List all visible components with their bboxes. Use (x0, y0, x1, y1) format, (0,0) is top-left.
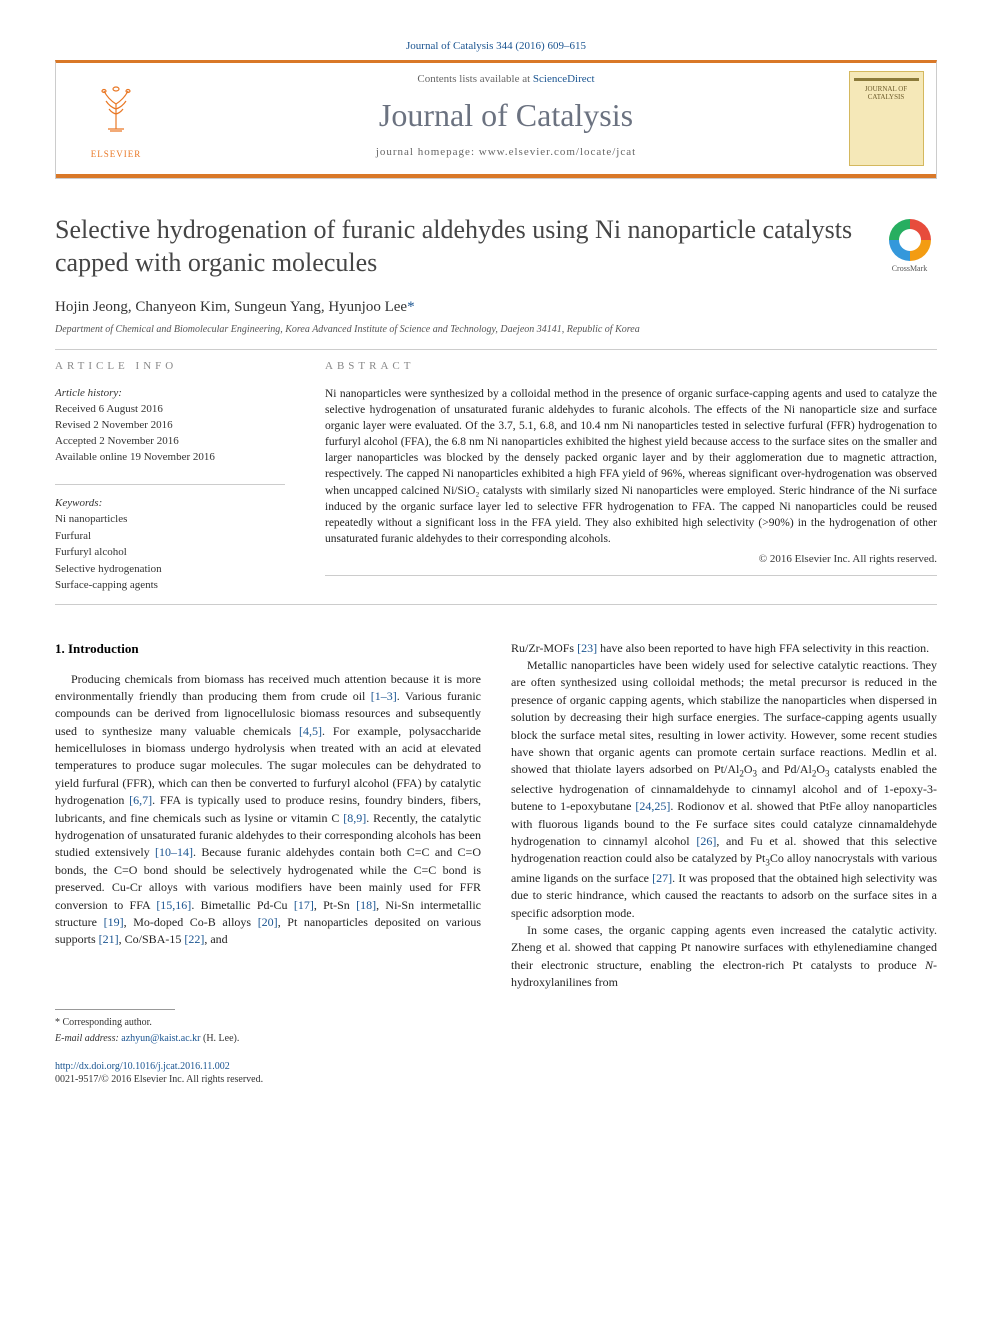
keyword: Selective hydrogenation (55, 563, 162, 575)
homepage-prefix: journal homepage: (376, 146, 479, 158)
ref-link[interactable]: [24,25] (635, 799, 670, 813)
keyword: Ni nanoparticles (55, 513, 127, 525)
publisher-name: ELSEVIER (91, 149, 142, 159)
article-title: Selective hydrogenation of furanic aldeh… (55, 214, 862, 279)
issn-copyright: 0021-9517/© 2016 Elsevier Inc. All right… (55, 1074, 937, 1085)
keyword: Surface-capping agents (55, 579, 158, 591)
contents-list-line: Contents lists available at ScienceDirec… (176, 73, 836, 85)
affiliation: Department of Chemical and Biomolecular … (55, 324, 937, 335)
article-history: Article history: Received 6 August 2016 … (55, 386, 285, 466)
journal-title: Journal of Catalysis (176, 97, 836, 134)
homepage-url[interactable]: www.elsevier.com/locate/jcat (479, 146, 636, 158)
elsevier-tree-icon (86, 79, 146, 147)
journal-homepage: journal homepage: www.elsevier.com/locat… (176, 146, 836, 158)
ref-link[interactable]: [23] (577, 641, 597, 655)
ref-link[interactable]: [21] (99, 932, 119, 946)
body-paragraph: Producing chemicals from biomass has rec… (55, 671, 481, 949)
crossmark-icon (889, 219, 931, 261)
body-column-right: Ru/Zr-MOFs [23] have also been reported … (511, 640, 937, 1047)
crossmark-badge[interactable]: CrossMark (882, 219, 937, 273)
ref-link[interactable]: [19] (104, 915, 124, 929)
divider (55, 604, 937, 605)
author-names: Hojin Jeong, Chanyeon Kim, Sungeun Yang,… (55, 299, 407, 315)
revised-date: Revised 2 November 2016 (55, 419, 173, 431)
email-link[interactable]: azhyun@kaist.ac.kr (121, 1033, 200, 1044)
ref-link[interactable]: [15,16] (156, 898, 191, 912)
cover-line2: CATALYSIS (868, 93, 904, 101)
keyword: Furfural (55, 530, 91, 542)
ref-link[interactable]: [6,7] (129, 793, 152, 807)
ref-link[interactable]: [26] (696, 834, 716, 848)
corresponding-mark: * (407, 299, 415, 315)
ref-link[interactable]: [18] (356, 898, 376, 912)
abstract-text: Ni nanoparticles were synthesized by a c… (325, 386, 937, 547)
keywords-block: Keywords: Ni nanoparticles Furfural Furf… (55, 495, 285, 594)
cover-line1: JOURNAL OF (865, 85, 907, 93)
divider (325, 575, 937, 576)
divider (55, 349, 937, 350)
keyword: Furfuryl alcohol (55, 546, 127, 558)
abstract-copyright: © 2016 Elsevier Inc. All rights reserved… (325, 553, 937, 565)
divider (55, 484, 285, 485)
article-info-label: ARTICLE INFO (55, 360, 285, 372)
ref-link[interactable]: [8,9] (343, 811, 366, 825)
journal-header: ELSEVIER Contents lists available at Sci… (55, 60, 937, 179)
body-paragraph: In some cases, the organic capping agent… (511, 922, 937, 992)
ref-link[interactable]: [17] (294, 898, 314, 912)
footer-separator (55, 1009, 175, 1010)
ref-link[interactable]: [20] (258, 915, 278, 929)
contents-prefix: Contents lists available at (417, 73, 532, 85)
online-date: Available online 19 November 2016 (55, 451, 215, 463)
corresponding-author: * Corresponding author. (55, 1016, 481, 1031)
keywords-label: Keywords: (55, 497, 102, 509)
history-label: Article history: (55, 387, 122, 399)
email-suffix: (H. Lee). (200, 1033, 239, 1044)
received-date: Received 6 August 2016 (55, 403, 163, 415)
ref-link[interactable]: [1–3] (371, 689, 397, 703)
body-paragraph: Ru/Zr-MOFs [23] have also been reported … (511, 640, 937, 657)
publisher-logo[interactable]: ELSEVIER (56, 63, 176, 174)
accepted-date: Accepted 2 November 2016 (55, 435, 179, 447)
ref-link[interactable]: [27] (652, 871, 672, 885)
ref-link[interactable]: [22] (184, 932, 204, 946)
citation[interactable]: Journal of Catalysis 344 (2016) 609–615 (55, 40, 937, 52)
doi-link[interactable]: http://dx.doi.org/10.1016/j.jcat.2016.11… (55, 1061, 937, 1072)
ref-link[interactable]: [4,5] (299, 724, 322, 738)
journal-cover-thumbnail[interactable]: JOURNAL OF CATALYSIS (849, 71, 924, 166)
corresponding-email: E-mail address: azhyun@kaist.ac.kr (H. L… (55, 1032, 481, 1047)
crossmark-label: CrossMark (882, 264, 937, 273)
body-column-left: 1. Introduction Producing chemicals from… (55, 640, 481, 1047)
email-label: E-mail address: (55, 1033, 121, 1044)
ref-link[interactable]: [10–14] (155, 845, 193, 859)
author-list: Hojin Jeong, Chanyeon Kim, Sungeun Yang,… (55, 299, 937, 316)
intro-heading: 1. Introduction (55, 640, 481, 659)
abstract-label: ABSTRACT (325, 360, 937, 372)
body-paragraph: Metallic nanoparticles have been widely … (511, 657, 937, 922)
sciencedirect-link[interactable]: ScienceDirect (533, 73, 595, 85)
